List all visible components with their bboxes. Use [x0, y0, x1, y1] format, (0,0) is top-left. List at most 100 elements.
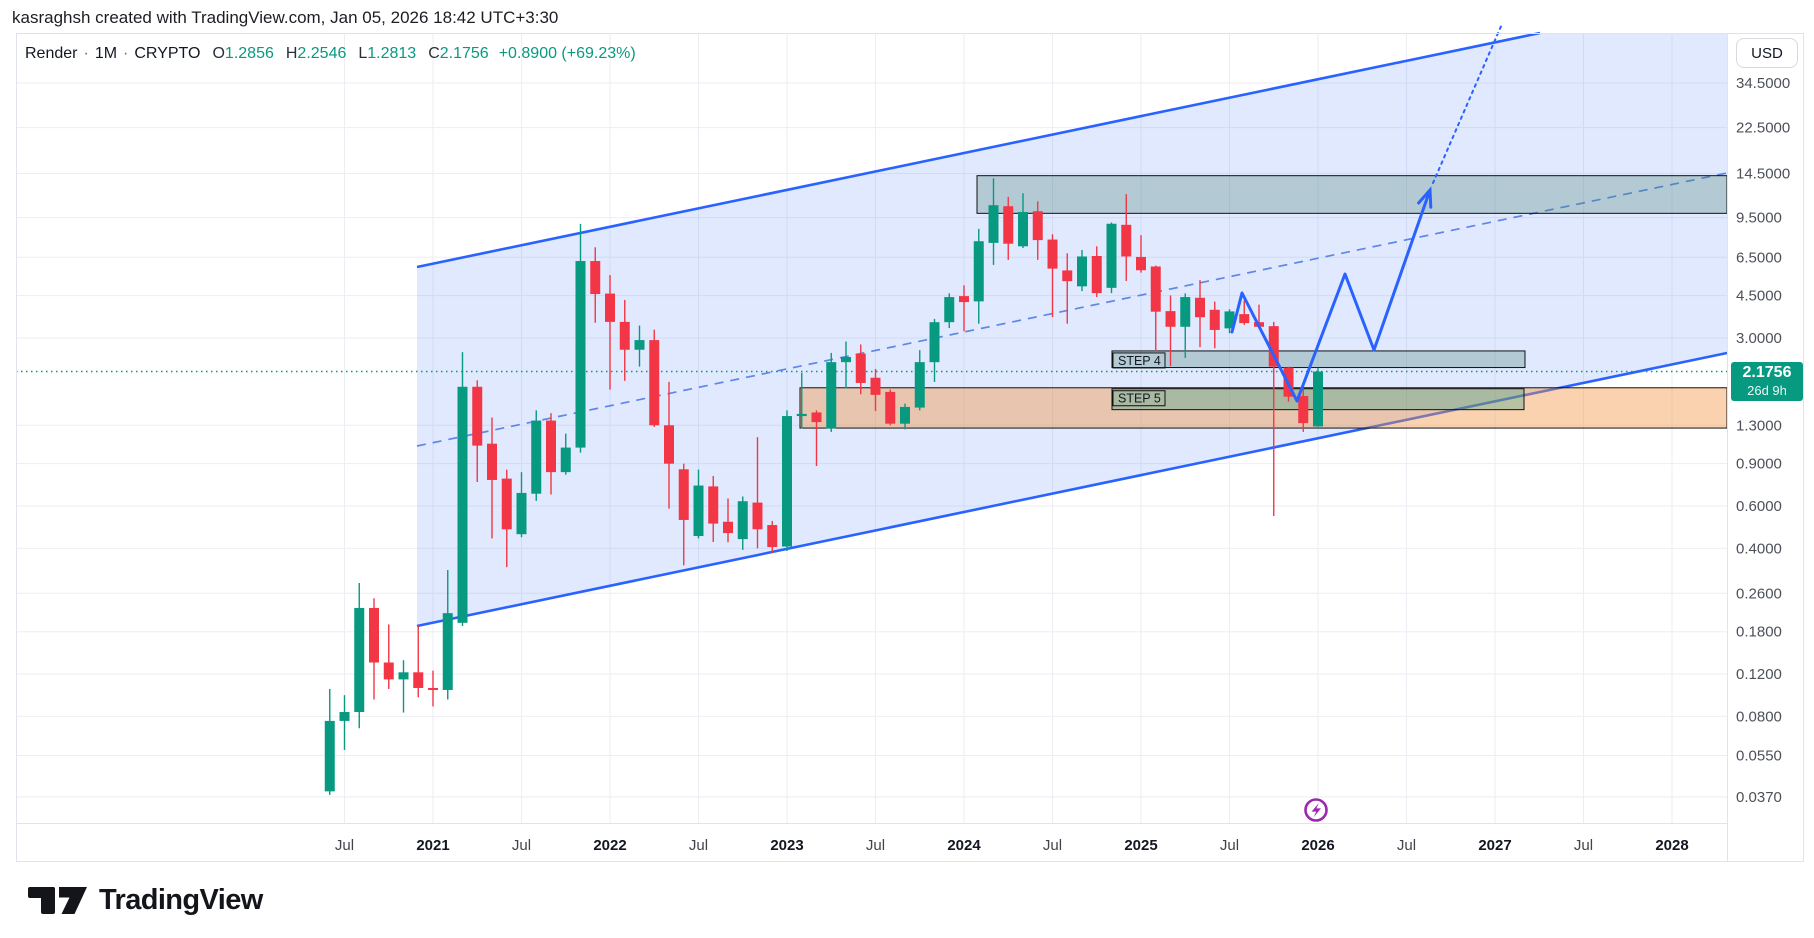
candle-body	[988, 205, 999, 243]
candle-body	[1268, 326, 1279, 367]
candle-body	[826, 362, 837, 429]
price-tick-label: 3.0000	[1736, 330, 1782, 347]
candle-body	[354, 607, 365, 713]
candle-body	[1062, 270, 1073, 282]
candle-body	[1121, 224, 1132, 257]
legend-separator: ·	[123, 45, 129, 62]
candle-body	[413, 672, 424, 688]
time-axis[interactable]: Jul 2021 Jul 2022 Jul 2023 Jul 2024 Jul 2025 Jul 20…	[335, 837, 1689, 854]
candle-body	[634, 340, 645, 350]
candle-body	[855, 353, 866, 383]
chart-frame	[16, 33, 1804, 862]
candle-body	[516, 492, 527, 535]
channel-fill	[417, 33, 1727, 626]
candle-body	[1091, 255, 1102, 294]
step-4-zone-label-box	[1112, 352, 1166, 369]
candle-body	[782, 416, 792, 547]
time-tick-label: Jul	[335, 837, 354, 854]
projection-arrowhead	[1417, 186, 1433, 209]
candle-body	[501, 478, 512, 530]
price-tick-label: 9.5000	[1736, 210, 1782, 227]
candle-body	[1239, 314, 1250, 324]
price-axis[interactable]: 34.5000 22.5000 14.5000 9.5000 6.5000 4.5000 3…	[1736, 75, 1790, 806]
channel-upper-line	[416, 31, 1541, 269]
candle-body	[1003, 206, 1014, 244]
price-tick-label: 1.3000	[1736, 417, 1782, 434]
ohlc-high-label: H	[285, 45, 298, 62]
candle-body	[1136, 256, 1146, 271]
projection-dotted-line	[1432, 23, 1503, 184]
candle-body	[383, 662, 394, 680]
ohlc-low-label: L	[358, 45, 368, 62]
candle-body	[1224, 311, 1235, 329]
time-tick-label: 2021	[416, 837, 449, 854]
candle-body	[1313, 371, 1323, 427]
candle-body	[678, 469, 689, 520]
candle-body	[1195, 297, 1205, 318]
bar-countdown: 26d 9h	[1747, 382, 1787, 398]
upper-target-zone	[976, 175, 1728, 214]
candle-body	[664, 425, 674, 464]
tradingview-logo-icon	[28, 887, 87, 914]
candle-body	[560, 447, 571, 473]
candle-body	[605, 293, 615, 322]
candle-body	[752, 502, 763, 530]
candle-body	[546, 420, 556, 473]
time-tick-label: Jul	[1397, 837, 1416, 854]
candle-body	[693, 485, 704, 537]
lightning-bolt-icon	[1311, 803, 1322, 818]
candle-body	[619, 321, 630, 350]
ohlc-close-label: C	[428, 45, 440, 62]
step-4-zone	[1111, 350, 1526, 369]
candle-body	[959, 296, 969, 303]
candle-body	[1165, 311, 1176, 327]
price-tick-label: 34.5000	[1736, 75, 1790, 92]
candle-body	[1298, 396, 1309, 424]
price-tick-label: 0.0550	[1736, 747, 1782, 764]
projection-zigzag	[1230, 188, 1432, 403]
candle-body	[944, 297, 955, 323]
time-tick-label: Jul	[866, 837, 885, 854]
candle-body	[914, 362, 925, 408]
price-tick-label: 14.5000	[1736, 165, 1790, 182]
candle-body	[531, 420, 542, 494]
change-value: +0.8900 (+69.23%)	[498, 45, 636, 62]
ohlc-high-value: 2.2546	[297, 45, 347, 62]
candle-body	[472, 386, 483, 446]
price-tick-label: 0.6000	[1736, 498, 1782, 515]
candle-body	[796, 413, 807, 417]
candle-body	[1180, 297, 1191, 327]
candle-body	[723, 521, 733, 534]
legend-separator: ·	[83, 45, 89, 62]
time-tick-label: Jul	[689, 837, 708, 854]
candle-body	[929, 322, 940, 363]
price-tick-label: 0.1800	[1736, 624, 1782, 641]
candle-body	[428, 687, 438, 690]
candle-body	[1106, 223, 1117, 288]
price-tick-label: 22.5000	[1736, 120, 1790, 137]
current-price-value: 2.1756	[1742, 364, 1792, 381]
tradingview-logo[interactable]: TradingView	[28, 882, 263, 918]
ohlc-open-value: 1.2856	[224, 45, 274, 62]
candle-body	[811, 412, 822, 423]
time-tick-label: 2026	[1301, 837, 1334, 854]
time-tick-label: Jul	[512, 837, 531, 854]
demand-band	[799, 387, 1728, 429]
legend-symbol: Render	[25, 45, 78, 62]
time-tick-label: Jul	[1574, 837, 1593, 854]
candle-body	[973, 241, 984, 302]
candle-body	[398, 672, 409, 680]
currency-badge[interactable]: USD	[1736, 38, 1798, 68]
ohlc-open-label: O	[212, 45, 225, 62]
price-tick-label: 0.9000	[1736, 456, 1782, 473]
symbol-legend[interactable]: Render · 1M · CRYPTO O1.2856 H2.2546 L1.2813 C2.…	[25, 45, 636, 63]
time-tick-label: 2022	[593, 837, 626, 854]
channel-lower-line	[416, 351, 1728, 628]
time-tick-label: 2024	[947, 837, 981, 854]
candle-body	[487, 443, 497, 480]
time-tick-label: 2023	[770, 837, 803, 854]
candle-body	[885, 391, 896, 424]
candle-body	[649, 340, 660, 426]
